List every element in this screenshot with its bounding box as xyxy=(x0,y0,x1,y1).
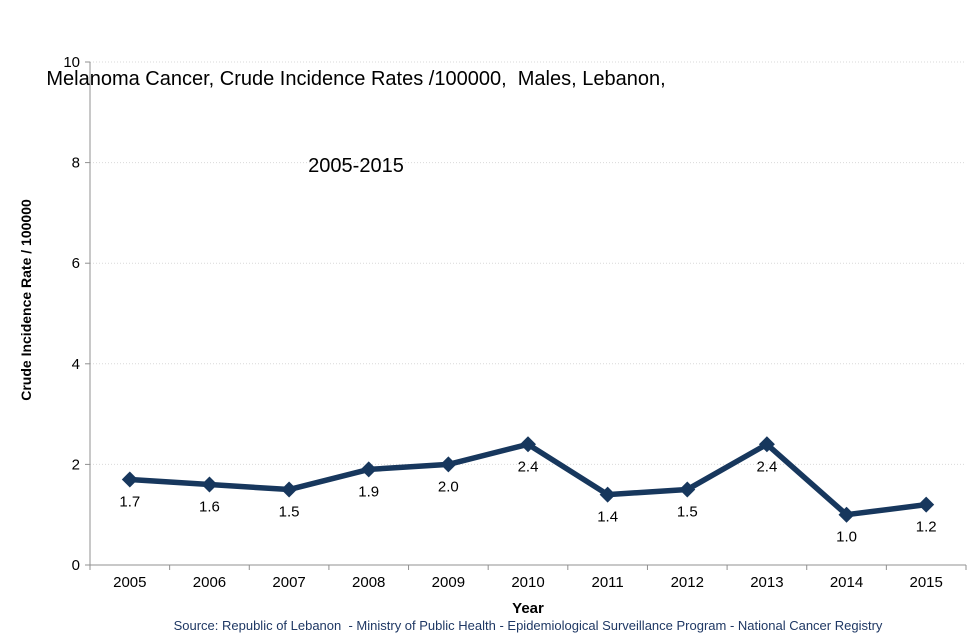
data-point-label: 2.4 xyxy=(756,458,777,475)
x-tick-label: 2015 xyxy=(909,574,942,591)
y-tick-label: 10 xyxy=(63,54,80,71)
data-point-label: 1.9 xyxy=(358,483,379,500)
y-tick-label: 4 xyxy=(72,356,80,373)
data-point-marker xyxy=(281,481,298,498)
y-axis-title: Crude Incidence Rate / 100000 xyxy=(18,199,34,401)
data-point-marker xyxy=(201,476,218,493)
data-point-marker xyxy=(520,436,536,453)
data-point-marker xyxy=(838,506,855,523)
data-point-label: 1.5 xyxy=(677,504,698,521)
y-tick-label: 8 xyxy=(72,155,80,172)
data-point-marker xyxy=(360,461,377,478)
x-tick-label: 2014 xyxy=(830,574,863,591)
chart-title-line2: 2005-2015 xyxy=(308,155,404,177)
x-tick-label: 2013 xyxy=(750,574,783,591)
series-line xyxy=(129,441,927,518)
y-tick-label: 0 xyxy=(72,557,80,574)
data-point-label: 1.6 xyxy=(199,499,220,516)
x-tick-label: 2011 xyxy=(592,574,624,591)
chart-title: Melanoma Cancer, Crude Incidence Rates /… xyxy=(0,7,712,239)
x-tick-label: 2009 xyxy=(432,574,465,591)
data-point-marker xyxy=(440,456,457,473)
data-point-marker xyxy=(121,471,138,488)
data-point-label: 2.4 xyxy=(518,458,539,475)
data-point-label: 1.4 xyxy=(597,509,618,526)
y-tick-label: 2 xyxy=(72,456,80,473)
data-point-marker xyxy=(679,481,696,498)
x-axis-title: Year xyxy=(512,600,544,617)
data-point-label: 1.7 xyxy=(119,493,140,510)
data-point-label: 2.0 xyxy=(438,478,459,495)
data-point-marker xyxy=(918,496,935,513)
source-note: Source: Republic of Lebanon - Ministry o… xyxy=(174,618,883,633)
x-tick-label: 2010 xyxy=(511,574,544,591)
data-point-label: 1.5 xyxy=(279,504,300,521)
y-tick-label: 6 xyxy=(72,255,80,272)
x-tick-label: 2012 xyxy=(671,574,704,591)
x-tick-label: 2005 xyxy=(113,574,146,591)
x-tick-label: 2007 xyxy=(272,574,305,591)
x-tick-label: 2008 xyxy=(352,574,385,591)
data-point-label: 1.0 xyxy=(836,529,857,546)
data-point-marker xyxy=(758,436,775,453)
chart-title-line1: Melanoma Cancer, Crude Incidence Rates /… xyxy=(46,68,666,90)
data-point-label: 1.2 xyxy=(916,519,937,536)
x-tick-label: 2006 xyxy=(193,574,226,591)
data-point-marker xyxy=(599,486,616,503)
